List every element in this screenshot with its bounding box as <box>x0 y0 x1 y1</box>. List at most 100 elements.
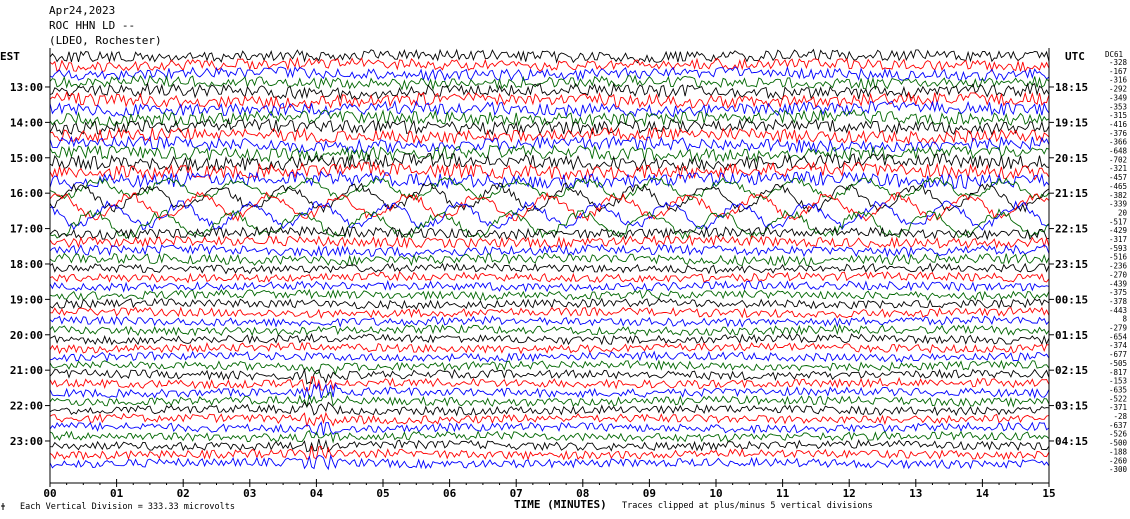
left-hour-label: 21:00 <box>10 364 43 377</box>
seismic-trace <box>49 392 1050 409</box>
x-tick-label: 12 <box>843 487 856 500</box>
seismic-trace <box>49 421 1050 436</box>
right-hour-label: 23:15 <box>1055 258 1088 271</box>
left-hour-label: 14:00 <box>10 116 43 129</box>
x-tick-label: 06 <box>443 487 457 500</box>
trace-offset-label: -317 <box>1109 235 1127 244</box>
seismic-trace <box>50 306 1050 319</box>
seismic-trace <box>49 81 1050 101</box>
right-hour-label: 19:15 <box>1055 116 1088 129</box>
right-hour-label: 18:15 <box>1055 81 1088 94</box>
trace-offset-label: -505 <box>1109 359 1127 368</box>
seismic-trace <box>49 65 1050 82</box>
seismic-trace <box>49 297 1050 310</box>
seismic-trace <box>49 99 1050 118</box>
seismic-trace <box>49 208 1050 240</box>
trace-offset-label: -648 <box>1109 147 1128 156</box>
seismic-trace <box>49 341 1050 355</box>
trace-offset-label: -817 <box>1109 368 1127 377</box>
trace-offset-label: 20 <box>1118 208 1128 217</box>
right-hour-label: 01:15 <box>1055 329 1088 342</box>
trace-offset-label: 8 <box>1122 315 1127 324</box>
trace-offset-label: -500 <box>1109 439 1128 448</box>
left-zone-label: EST <box>0 50 20 63</box>
seismic-trace <box>49 350 1050 363</box>
trace-offset-label: -374 <box>1109 341 1128 350</box>
seismic-trace <box>49 438 1050 453</box>
trace-offset-label: -353 <box>1109 102 1127 111</box>
x-tick-label: 07 <box>510 487 523 500</box>
seismic-trace <box>49 382 1050 400</box>
x-tick-label: 04 <box>310 487 324 500</box>
seismic-trace <box>49 400 1050 417</box>
trace-offset-label: -702 <box>1109 155 1127 164</box>
left-hour-label: 17:00 <box>10 223 43 236</box>
chart-title-station: ROC HHN LD -- <box>49 19 136 32</box>
seismic-trace <box>49 376 1050 392</box>
left-hour-label: 13:00 <box>10 81 43 94</box>
chart-title-date: Apr24,2023 <box>49 4 116 17</box>
trace-offset-label: -443 <box>1109 306 1127 315</box>
seismic-trace <box>49 225 1050 241</box>
seismic-trace <box>49 271 1050 284</box>
seismic-trace <box>49 279 1050 293</box>
scale-icon <box>1 503 5 510</box>
seismic-trace <box>49 90 1050 110</box>
x-tick-label: 02 <box>177 487 190 500</box>
seismic-trace <box>49 453 1050 471</box>
x-tick-label: 03 <box>243 487 256 500</box>
trace-offset-label: -429 <box>1109 226 1127 235</box>
trace-offset-label: -677 <box>1109 350 1127 359</box>
x-tick-label: 14 <box>976 487 990 500</box>
trace-offset-label: -349 <box>1109 93 1127 102</box>
trace-offset-label: -279 <box>1109 324 1127 333</box>
trace-offset-label: -260 <box>1109 456 1128 465</box>
seismic-trace <box>49 200 1050 231</box>
trace-offset-label: -153 <box>1109 377 1127 386</box>
trace-offset-label: -439 <box>1109 279 1127 288</box>
seismic-trace <box>49 445 1050 461</box>
x-tick-label: 09 <box>643 487 656 500</box>
label-group: 00 01 02 03 04 05 06 07 08 09 10 11 12 13 14 15 13:00 14:… <box>0 50 1127 512</box>
right-hour-label: 21:15 <box>1055 187 1088 200</box>
x-tick-label: 15 <box>1042 487 1055 500</box>
trace-offset-label: -654 <box>1109 332 1128 341</box>
x-tick-label: 01 <box>110 487 124 500</box>
x-tick-label: 13 <box>909 487 922 500</box>
trace-offset-label: -236 <box>1109 262 1128 271</box>
trace-offset-label: -188 <box>1109 447 1128 456</box>
seismic-trace <box>49 48 1050 64</box>
seismic-trace <box>49 288 1050 302</box>
right-hour-label: 22:15 <box>1055 223 1088 236</box>
seismic-trace <box>49 74 1050 91</box>
seismic-trace <box>49 323 1050 337</box>
x-tick-label: 08 <box>576 487 589 500</box>
trace-offset-label: -517 <box>1109 217 1127 226</box>
seismic-trace <box>49 411 1050 427</box>
trace-offset-label: -516 <box>1109 253 1128 262</box>
seismic-trace <box>49 56 1050 73</box>
right-hour-label: 04:15 <box>1055 435 1088 448</box>
left-hour-label: 19:00 <box>10 293 43 306</box>
trace-offset-label: -270 <box>1109 270 1128 279</box>
seismic-trace <box>49 430 1050 444</box>
trace-offset-label: -300 <box>1109 465 1128 474</box>
trace-offset-label: -315 <box>1109 111 1127 120</box>
seismic-trace <box>49 152 1050 172</box>
seismic-trace <box>49 144 1050 163</box>
seismic-trace <box>49 332 1050 346</box>
left-hour-label: 23:00 <box>10 435 43 448</box>
trace-offset-label: -382 <box>1109 191 1127 200</box>
trace-group <box>49 48 1050 471</box>
trace-offset-label: -339 <box>1109 200 1127 209</box>
x-tick-label: 11 <box>776 487 790 500</box>
trace-offset-label: -378 <box>1109 297 1128 306</box>
seismic-trace <box>49 367 1050 385</box>
left-hour-label: 20:00 <box>10 329 43 342</box>
right-hour-label: 20:15 <box>1055 152 1088 165</box>
offset-header: DC61 <box>1105 50 1123 59</box>
trace-offset-label: -376 <box>1109 129 1128 138</box>
left-hour-label: 22:00 <box>10 400 43 413</box>
seismic-trace <box>49 359 1050 376</box>
seismic-trace <box>49 182 1050 213</box>
